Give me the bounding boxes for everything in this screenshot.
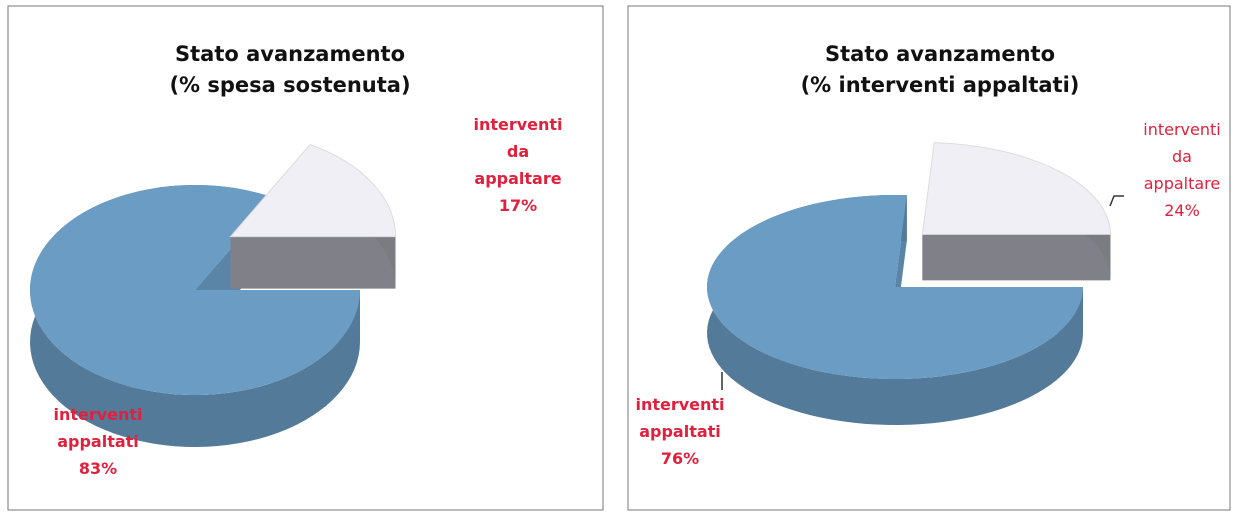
leader-line (1109, 195, 1124, 207)
slice (229, 144, 397, 238)
chart-title: (% interventi appaltati) (801, 73, 1080, 97)
chart-title: (% spesa sostenuta) (169, 73, 410, 97)
slice-side (230, 236, 396, 289)
category-word: interventi (473, 115, 562, 134)
slice (921, 142, 1111, 235)
category-word: da (507, 142, 529, 161)
data-label: interventi appaltati 76% (635, 395, 724, 468)
category-label: interventi da appaltare (473, 115, 562, 188)
category-word: interventi (1143, 120, 1220, 139)
data-label: interventi da appaltare 24% (1143, 120, 1220, 220)
slice-side (922, 234, 1111, 281)
data-label: interventi appaltati 83% (53, 405, 142, 478)
data-label: interventi da appaltare 17% (473, 115, 562, 215)
panel (7, 5, 604, 511)
panel (627, 5, 1231, 511)
value-label: 24% (1164, 201, 1200, 220)
chart-title: Stato avanzamento (825, 42, 1055, 66)
value-label: 76% (661, 449, 699, 468)
category-word: interventi (635, 395, 724, 414)
category-label: interventi appaltati (635, 395, 724, 441)
category-label: interventi appaltati (53, 405, 142, 451)
value-label: 83% (79, 459, 117, 478)
category-word: da (1172, 147, 1192, 166)
slice (707, 195, 1083, 379)
category-word: appaltati (639, 422, 721, 441)
category-word: interventi (53, 405, 142, 424)
value-label: 17% (499, 196, 537, 215)
chart-title: Stato avanzamento (175, 42, 405, 66)
slice (29, 184, 361, 395)
category-label: interventi da appaltare (1143, 120, 1220, 193)
category-word: appaltati (57, 432, 139, 451)
category-word: appaltare (1144, 174, 1221, 193)
category-word: appaltare (474, 169, 561, 188)
